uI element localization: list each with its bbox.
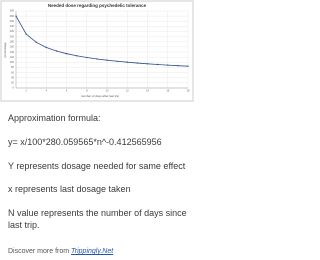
point — [136, 62, 139, 64]
point — [116, 60, 118, 62]
chart: Needed dose regarding psychedelic tolera… — [0, 0, 194, 102]
chart-frame — [0, 0, 194, 102]
y-tick-label: 200 — [10, 34, 15, 38]
point — [76, 55, 78, 57]
point — [126, 61, 128, 63]
y-tick-label: 140 — [10, 50, 15, 54]
y-tick-label: 220 — [10, 29, 15, 33]
y-tick-label: 300 — [10, 9, 15, 13]
y-tick-label: 160 — [10, 45, 15, 49]
y-tick-label: 100 — [10, 60, 15, 64]
formula: y= x/100*280.059565*n^-0.412565956 — [8, 137, 162, 147]
point — [25, 33, 27, 35]
point — [35, 41, 37, 44]
y-tick-label: 20 — [11, 81, 14, 85]
y-tick-label: 180 — [10, 39, 15, 43]
y-tick-label: 280 — [10, 14, 15, 18]
y-tick-label: 0 — [13, 86, 15, 90]
x-tick-label: 2 — [25, 89, 27, 93]
point — [15, 15, 17, 17]
point — [187, 65, 189, 67]
point — [106, 59, 108, 61]
description: N value represents the number of days si… — [8, 208, 187, 230]
y-axis-label: percentage — [3, 42, 7, 57]
line — [15, 15, 189, 67]
x-tick-label: 14 — [146, 89, 149, 93]
point — [65, 52, 68, 55]
x-tick-label: 6 — [66, 89, 68, 93]
footer-link[interactable]: Trippingly.Net — [71, 248, 114, 255]
heading: Approximation formula: — [8, 113, 101, 123]
point — [45, 46, 48, 49]
y-tick-label: 120 — [10, 55, 15, 59]
x-tick-label: 4 — [46, 89, 48, 93]
x-tick-label: 8 — [86, 89, 88, 93]
y-tick-label: 40 — [11, 75, 14, 79]
description: Y represents dosage needed for same effe… — [8, 161, 186, 171]
x-tick-label: 16 — [166, 89, 169, 93]
page: Needed dose regarding psychedelic tolera… — [0, 0, 194, 258]
point — [177, 64, 179, 67]
point — [167, 64, 169, 66]
x-tick-label: 18 — [187, 89, 190, 93]
point — [55, 50, 58, 52]
y-tick-label: 240 — [10, 24, 15, 28]
point — [96, 58, 98, 60]
point — [86, 56, 88, 59]
y-tick-label: 80 — [11, 65, 14, 69]
description: x represents last dosage taken — [8, 184, 131, 194]
x-tick-label: 10 — [106, 89, 109, 93]
y-tick-label: 60 — [11, 70, 14, 74]
point — [146, 63, 149, 65]
footer: Discover more from Trippingly.Net — [8, 246, 188, 258]
x-axis-label: number of days after last trip — [81, 94, 119, 98]
point — [156, 63, 159, 66]
footer-text: Discover more from — [8, 248, 72, 255]
chart-title: Needed dose regarding psychedelic tolera… — [48, 3, 147, 8]
x-tick-label: 12 — [126, 89, 129, 93]
y-tick-label: 260 — [10, 19, 15, 23]
